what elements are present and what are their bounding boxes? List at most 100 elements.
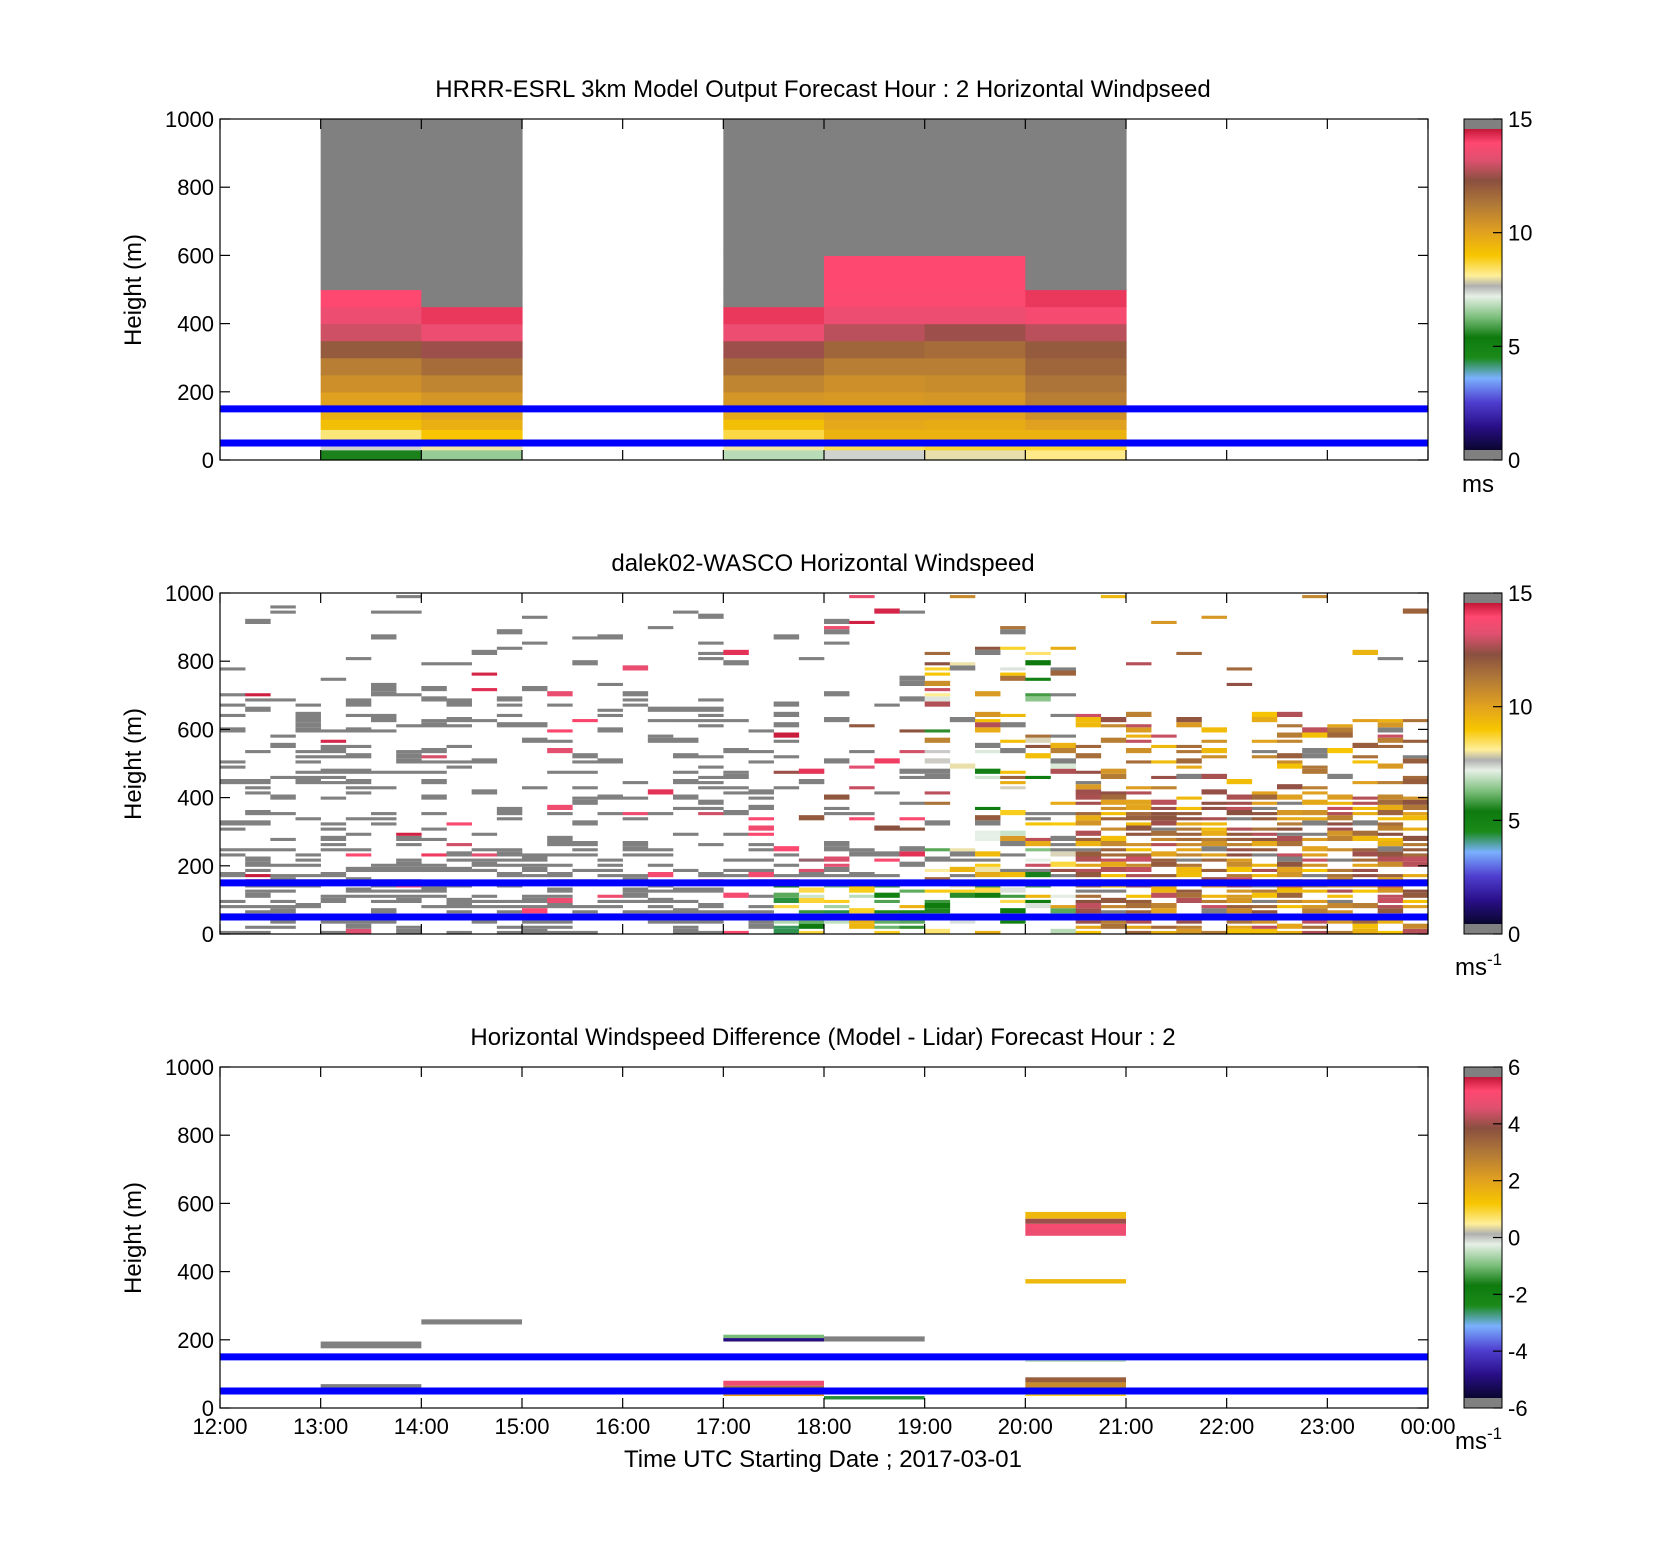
lidar-cell (295, 903, 321, 909)
lidar-cell (421, 755, 447, 759)
lidar-cell (975, 930, 1001, 934)
lidar-cell (320, 781, 347, 785)
lidar-cell (371, 812, 397, 816)
lidar-cell (1151, 887, 1177, 893)
lidar-cell (824, 905, 850, 909)
lidar-cell (1251, 863, 1278, 867)
lidar-cell (1377, 763, 1404, 769)
lidar-cell (723, 810, 749, 816)
model-cell (1025, 289, 1127, 308)
lidar-cell (849, 848, 875, 852)
lidar-cell (1050, 758, 1076, 764)
lidar-cell (1000, 713, 1026, 717)
lidar-cell (245, 874, 271, 878)
lidar-cell (446, 910, 472, 914)
lidar-cell (496, 817, 523, 821)
lidar-cell (673, 868, 699, 872)
lidar-cell (471, 789, 498, 795)
lidar-cell (1226, 801, 1253, 805)
panel-lidar-colorbar-ticks: 0 5 10 15 (1493, 581, 1532, 947)
lidar-cell (572, 636, 598, 640)
lidar-cell (1126, 822, 1152, 826)
lidar-cell (874, 825, 900, 831)
lidar-cell (1377, 799, 1404, 805)
lidar-cell (1327, 794, 1353, 800)
lidar-cell (1050, 822, 1076, 826)
lidar-cell (1251, 899, 1278, 903)
lidar-cell (949, 662, 976, 666)
model-cell (421, 306, 523, 325)
lidar-cell (874, 703, 900, 707)
lidar-cell (1126, 866, 1152, 872)
model-cell (723, 323, 825, 342)
lidar-cell (1402, 796, 1429, 800)
lidar-cell (371, 634, 397, 640)
lidar-cell (1302, 817, 1328, 821)
lidar-cell (1151, 851, 1177, 857)
lidar-cell (1126, 903, 1152, 909)
lidar-cell (396, 770, 422, 774)
lidar-cell (1277, 892, 1303, 898)
lidar-cell (1126, 786, 1152, 790)
lidar-cell (622, 846, 649, 852)
lidar-cell (1226, 928, 1253, 934)
lidar-cell (1302, 799, 1328, 805)
lidar-cell (1176, 822, 1202, 826)
lidar-cell (421, 905, 447, 909)
lidar-cell (1025, 737, 1051, 743)
y-tick-label: 400 (177, 786, 214, 811)
lidar-cell (1100, 794, 1127, 800)
lidar-cell (496, 722, 523, 728)
lidar-cell (1050, 812, 1076, 816)
lidar-cell (924, 688, 951, 692)
lidar-cell (1126, 760, 1152, 764)
lidar-cell (421, 887, 447, 893)
lidar-cell (396, 832, 422, 836)
lidar-cell (1377, 737, 1404, 743)
lidar-cell (1000, 920, 1026, 924)
lidar-cell (698, 706, 724, 712)
lidar-cell (1226, 682, 1253, 686)
lidar-cell (975, 815, 1001, 821)
lidar-cell (647, 626, 674, 630)
lidar-cell (421, 812, 447, 816)
lidar-cell (647, 737, 674, 743)
lidar-cell (245, 750, 271, 754)
lidar-cell (1251, 794, 1278, 800)
lidar-cell (446, 866, 472, 872)
lidar-cell (270, 905, 296, 909)
lidar-cell (1126, 804, 1152, 810)
y-tick-label: 0 (202, 1396, 214, 1421)
lidar-cell (371, 894, 397, 898)
lidar-cell (547, 930, 573, 934)
lidar-cell (1075, 784, 1102, 790)
lidar-cell (1151, 861, 1177, 867)
lidar-cell (673, 610, 699, 614)
lidar-cell (1151, 843, 1177, 847)
lidar-cell (371, 920, 397, 924)
lidar-cell (345, 779, 372, 785)
lidar-cell (1000, 835, 1026, 841)
lidar-cell (899, 925, 925, 929)
lidar-cell (824, 717, 850, 723)
lidar-cell (1226, 889, 1253, 893)
lidar-cell (647, 853, 674, 857)
model-cell (924, 449, 1026, 461)
lidar-cell (1176, 920, 1202, 924)
lidar-cell (1126, 930, 1152, 934)
lidar-cell (1302, 768, 1328, 774)
lidar-cell (1302, 732, 1328, 738)
lidar-cell (975, 858, 1001, 862)
lidar-cell (975, 775, 1001, 779)
lidar-cell (773, 755, 800, 759)
lidar-cell (622, 781, 649, 785)
lidar-cell (1025, 696, 1051, 702)
colorbar-tick-label: 15 (1508, 107, 1532, 132)
lidar-cell (698, 806, 724, 810)
model-cell (824, 357, 926, 376)
lidar-cell (572, 719, 598, 723)
lidar-cell (924, 899, 951, 903)
lidar-cell (371, 729, 397, 733)
lidar-cell (295, 775, 321, 779)
lidar-cell (1075, 781, 1102, 785)
